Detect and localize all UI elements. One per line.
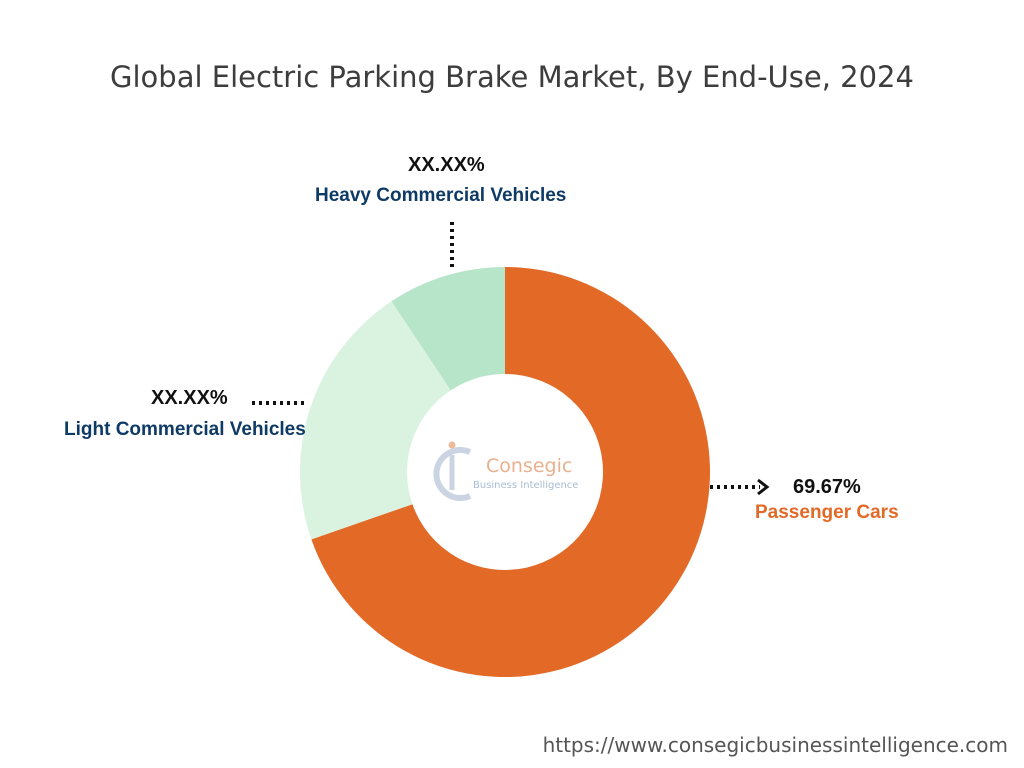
logo-tagline: Business Intelligence <box>473 480 579 491</box>
passenger-cars-percent: 69.67% <box>793 476 861 498</box>
slice-light-commercial <box>300 301 451 540</box>
slice-passenger-cars <box>311 267 711 677</box>
heavy-commercial-percent: XX.XX% <box>408 154 485 176</box>
heavy-commercial-label: Heavy Commercial Vehicles <box>315 185 567 206</box>
light-commercial-percent: XX.XX% <box>151 387 228 409</box>
passenger-cars-label: Passenger Cars <box>755 502 899 523</box>
leader-arrow-passenger <box>757 478 770 496</box>
consegic-logo-icon <box>433 441 472 501</box>
footer-url: https://www.consegicbusinessintelligence… <box>542 733 1008 757</box>
chart-title: Global Electric Parking Brake Market, By… <box>110 60 914 94</box>
donut-slices <box>300 267 711 677</box>
slice-heavy-commercial <box>391 267 505 391</box>
light-commercial-label: Light Commercial Vehicles <box>64 419 306 440</box>
logo-name: Consegic <box>486 455 573 477</box>
